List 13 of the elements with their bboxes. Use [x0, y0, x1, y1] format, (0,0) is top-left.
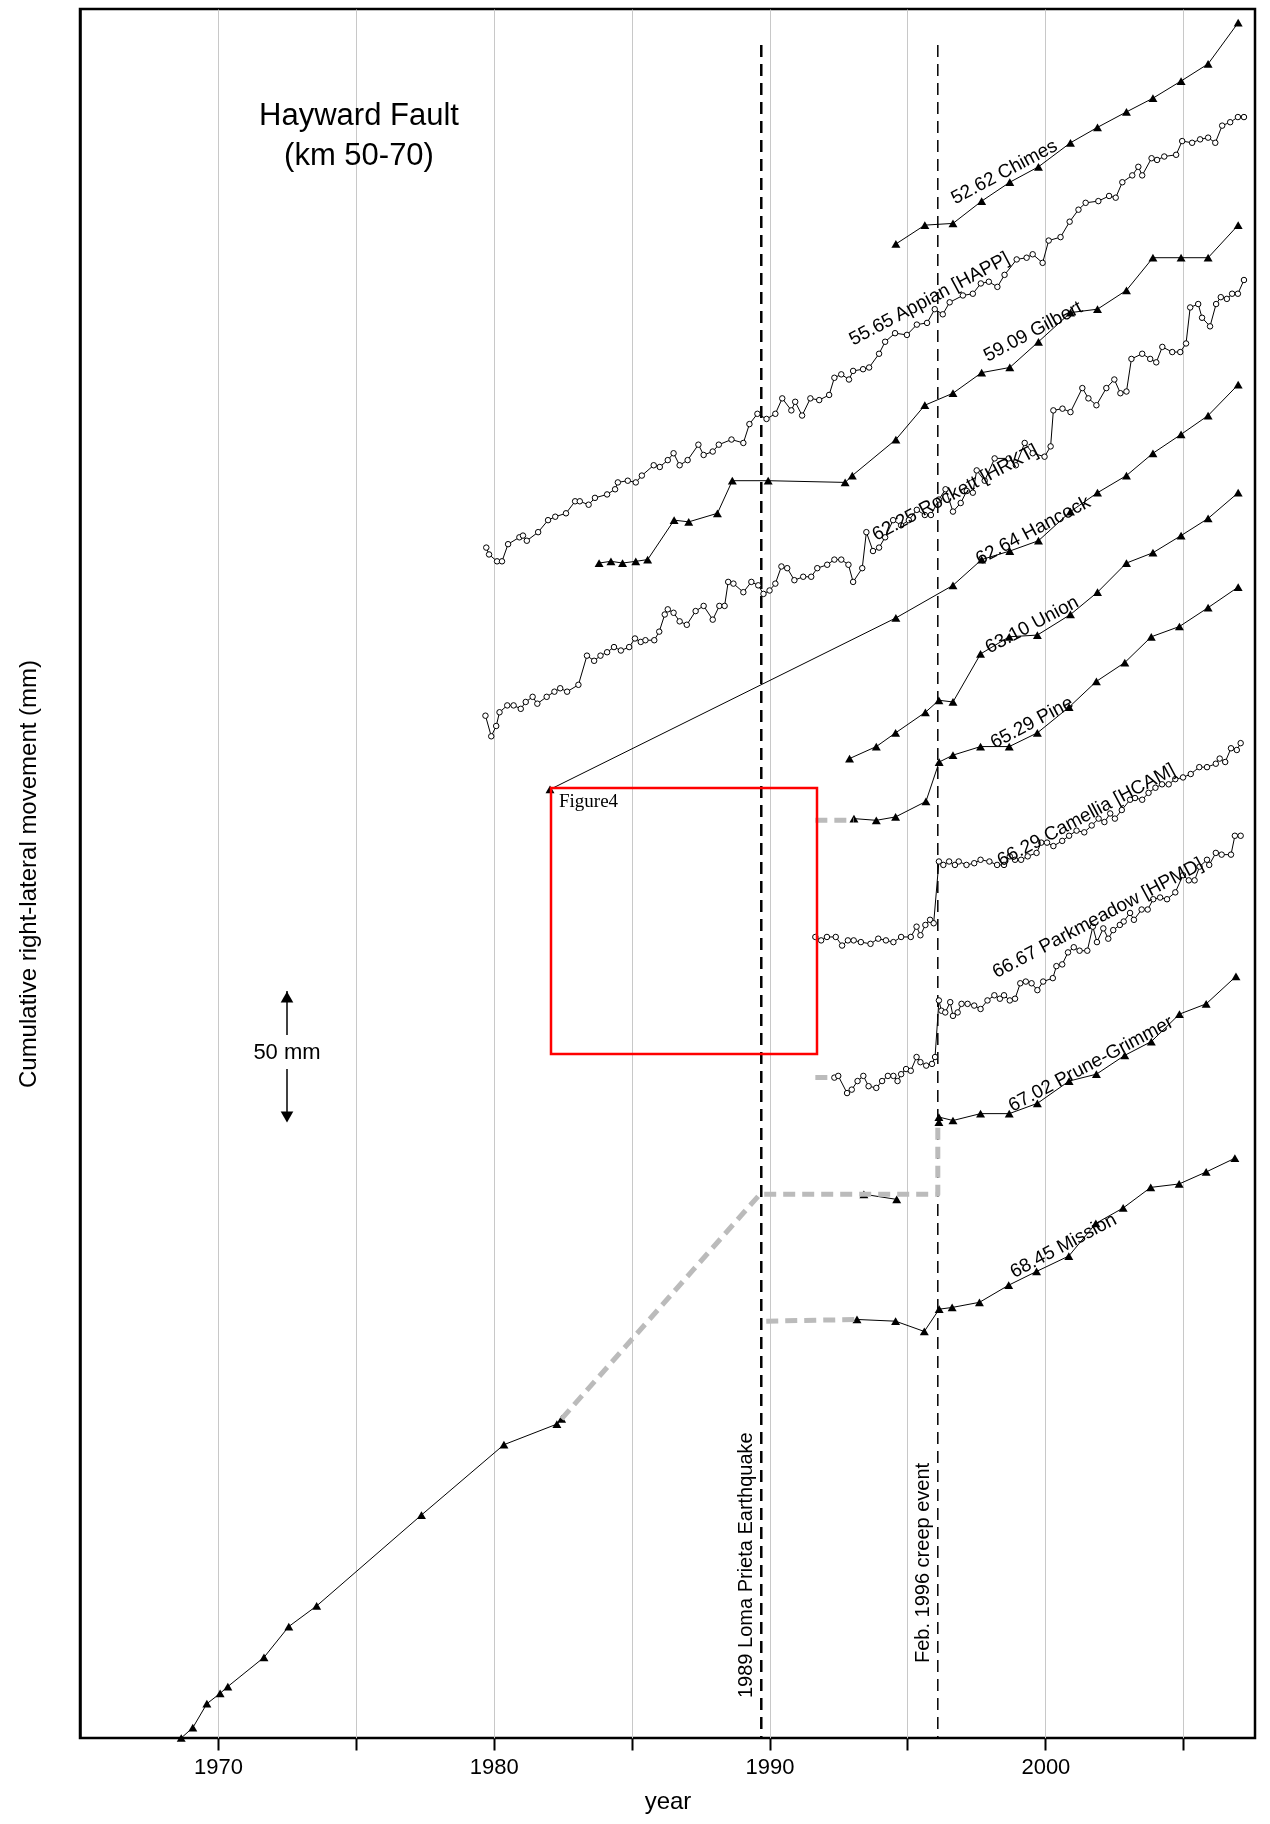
- text: Hayward Fault (km 50-70): [259, 97, 460, 172]
- annotation: 50 mm: [253, 1039, 321, 1064]
- ref-line-label: 1989 Loma Prieta Earthquake: [734, 1432, 757, 1698]
- annotation: Figure4: [559, 790, 619, 811]
- y-axis-title: Cumulative right-lateral movement (mm): [13, 659, 41, 1089]
- text: 63.10 Union: [981, 590, 1082, 658]
- x-axis-title: year: [644, 1786, 692, 1814]
- x-tick-label: 1990: [745, 1753, 795, 1779]
- ref-line-label: Feb. 1996 creep event: [910, 1462, 933, 1663]
- x-tick-label: 2000: [1021, 1753, 1071, 1779]
- x-tick-label: 1970: [193, 1753, 243, 1779]
- text: 65.29 Pine: [986, 691, 1077, 753]
- x-tick-label: 1980: [469, 1753, 519, 1779]
